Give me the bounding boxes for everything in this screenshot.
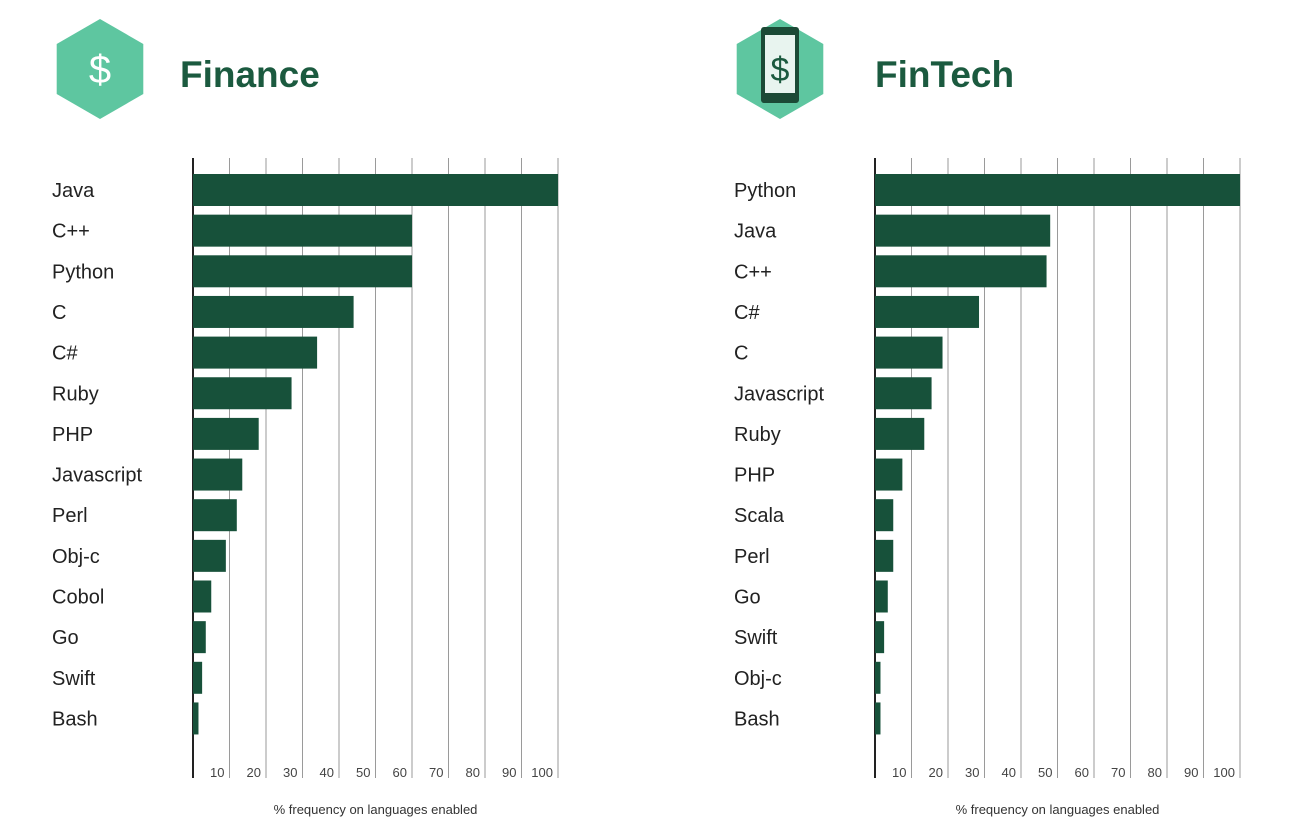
category-label: Javascript <box>734 383 824 405</box>
bar-php <box>875 458 903 491</box>
category-label: Swift <box>52 668 96 690</box>
category-label: Perl <box>52 505 88 527</box>
category-label: Python <box>52 261 114 283</box>
category-label: C <box>734 343 748 365</box>
category-label: C <box>52 302 66 324</box>
tick-label: 40 <box>1002 765 1016 780</box>
tick-label: 10 <box>892 765 906 780</box>
bar-java <box>193 174 558 206</box>
category-label: C# <box>734 302 760 324</box>
tick-label: 80 <box>1148 765 1162 780</box>
category-label: Java <box>734 221 777 243</box>
bar-c <box>875 336 943 369</box>
category-label: Cobol <box>52 587 104 609</box>
bar-python <box>193 255 412 288</box>
bar-c++ <box>193 214 412 247</box>
category-label: Python <box>734 180 796 202</box>
tick-label: 70 <box>429 765 443 780</box>
tick-label: 20 <box>929 765 943 780</box>
category-label: C# <box>52 343 78 365</box>
bar-go <box>193 621 206 654</box>
category-label: Swift <box>734 627 778 649</box>
tick-label: 60 <box>393 765 407 780</box>
tick-label: 40 <box>320 765 334 780</box>
category-label: Bash <box>52 708 98 730</box>
chart-title: Finance <box>180 54 320 95</box>
bar-swift <box>193 661 203 694</box>
category-label: Go <box>734 587 761 609</box>
bar-ruby <box>193 377 292 410</box>
category-label: C++ <box>52 221 90 243</box>
phone-screen <box>765 35 795 93</box>
category-label: PHP <box>52 424 93 446</box>
category-label: Scala <box>734 505 785 527</box>
tick-label: 100 <box>1213 765 1235 780</box>
tick-label: 50 <box>356 765 370 780</box>
bar-php <box>193 417 259 450</box>
category-label: Java <box>52 180 95 202</box>
category-label: Obj-c <box>734 668 782 690</box>
dollar-glyph: $ <box>771 51 790 89</box>
tick-label: 70 <box>1111 765 1125 780</box>
bar-go <box>875 580 888 613</box>
hexagon-shape <box>56 19 144 119</box>
bar-c++ <box>875 255 1047 288</box>
x-axis-label: % frequency on languages enabled <box>956 802 1160 817</box>
bar-ruby <box>875 417 925 450</box>
bar-java <box>875 214 1051 247</box>
tick-label: 20 <box>247 765 261 780</box>
category-label: Bash <box>734 708 780 730</box>
category-label: Javascript <box>52 465 142 487</box>
bar-c# <box>193 336 318 369</box>
bar-obj-c <box>875 661 881 694</box>
bar-bash <box>193 702 199 735</box>
dollar-hexagon-icon: $ <box>56 19 144 119</box>
bar-javascript <box>875 377 932 410</box>
chart-finance: $ Finance 10 20 30 40 50 60 70 80 90 100 Java C++ Pyth… <box>52 19 559 817</box>
tick-label: 90 <box>502 765 516 780</box>
dollar-glyph: $ <box>89 48 111 92</box>
bar-javascript <box>193 458 243 491</box>
tick-label: 80 <box>466 765 480 780</box>
tick-label: 50 <box>1038 765 1052 780</box>
category-label: Ruby <box>52 383 99 405</box>
bar-swift <box>875 621 885 654</box>
tick-label: 30 <box>283 765 297 780</box>
tick-label: 90 <box>1184 765 1198 780</box>
tick-label: 10 <box>210 765 224 780</box>
category-label: Ruby <box>734 424 781 446</box>
chart-fintech: $ FinTech 10 20 30 40 50 60 70 80 90 100 Python Java C… <box>734 19 1241 817</box>
bar-perl <box>193 499 237 532</box>
bar-scala <box>875 499 894 532</box>
bar-obj-c <box>193 539 226 572</box>
bar-bash <box>875 702 881 735</box>
tick-label: 100 <box>531 765 553 780</box>
bar-python <box>875 174 1240 206</box>
category-label: Go <box>52 627 79 649</box>
bar-cobol <box>193 580 212 613</box>
category-label: PHP <box>734 465 775 487</box>
category-label: C++ <box>734 261 772 283</box>
category-label: Obj-c <box>52 546 100 568</box>
phone-dollar-hexagon-icon: $ <box>736 19 824 119</box>
chart-title: FinTech <box>875 54 1014 95</box>
bar-c# <box>875 295 980 328</box>
bar-c <box>193 295 354 328</box>
bar-perl <box>875 539 894 572</box>
x-axis-label: % frequency on languages enabled <box>274 802 478 817</box>
category-label: Perl <box>734 546 770 568</box>
tick-label: 60 <box>1075 765 1089 780</box>
tick-label: 30 <box>965 765 979 780</box>
